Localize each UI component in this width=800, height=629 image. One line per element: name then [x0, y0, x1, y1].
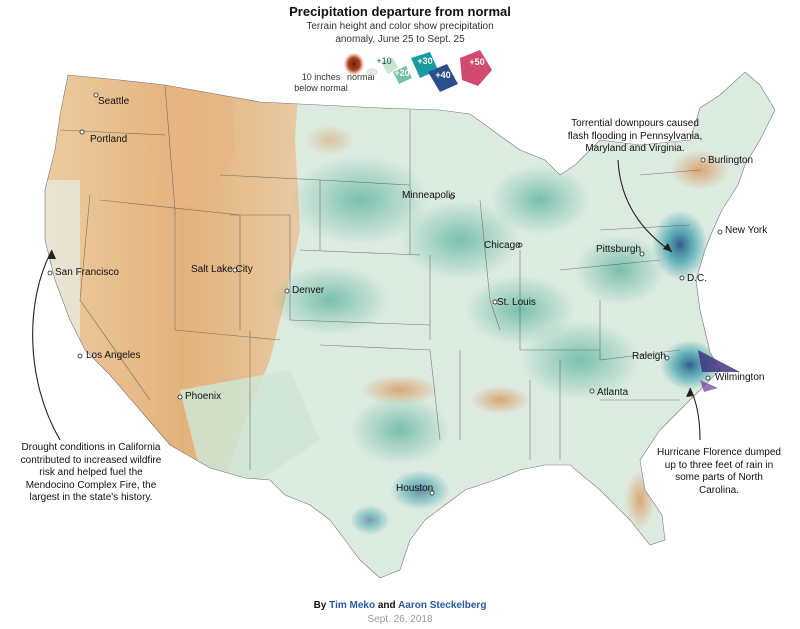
annotation-florence: Hurricane Florence dumped up to three fe…: [657, 447, 781, 496]
legend-step-10: +10: [376, 56, 392, 66]
city-label-pittsburgh: Pittsburgh: [596, 244, 642, 255]
legend-normal-label: normal: [347, 72, 375, 82]
legend-below-label: 10 inches below normal: [294, 72, 348, 93]
byline: By Tim Meko and Aaron Steckelberg: [313, 600, 487, 611]
city-label-atlanta: Atlanta: [597, 387, 629, 398]
northeast-arrowhead: [663, 243, 672, 252]
city-label-seattle: Seattle: [98, 96, 130, 107]
city-label-salt-lake-city: Salt Lake City: [191, 264, 253, 275]
legend-step-30: +30: [417, 56, 433, 66]
city-label-los-angeles: Los Angeles: [86, 350, 141, 361]
legend-swatches: [344, 50, 492, 92]
florence-arrowhead: [686, 388, 694, 397]
california-arrowhead: [48, 250, 56, 259]
city-label-st-louis: St. Louis: [497, 297, 536, 308]
legend-40-swatch: [428, 64, 458, 92]
city-label-minneapolis: Minneapolis: [402, 190, 456, 201]
legend-normal-swatch: [366, 68, 378, 76]
city-label-houston: Houston: [396, 483, 434, 494]
hurricane-florence-spike: [698, 350, 740, 372]
city-dots: [47, 92, 723, 496]
legend-step-50: +50: [469, 57, 485, 67]
legend-dry-swatch: [344, 53, 364, 75]
legend-50-swatch: [460, 50, 492, 86]
city-label-dc: D.C.: [687, 273, 707, 284]
california-arrow: [32, 249, 61, 441]
author-link-tim-meko[interactable]: Tim Meko: [329, 600, 376, 611]
city-label-phoenix: Phoenix: [185, 391, 222, 402]
city-label-raleigh: Raleigh: [632, 351, 666, 362]
city-label-denver: Denver: [292, 285, 325, 296]
city-label-san-francisco: San Francisco: [55, 267, 119, 278]
annotation-northeast: Torrential downpours caused flash floodi…: [567, 118, 703, 154]
city-label-burlington: Burlington: [708, 155, 754, 166]
legend-10-swatch: [381, 58, 398, 74]
map-title: Precipitation departure from normal: [289, 4, 511, 19]
legend-20-swatch: [393, 66, 412, 84]
city-label-wilmington: Wilmington: [715, 372, 765, 383]
northeast-arrow: [617, 159, 673, 253]
publish-date: Sept. 26, 2018: [367, 614, 433, 625]
legend-step-40: +40: [435, 70, 451, 80]
annotation-california: Drought conditions in California contrib…: [20, 442, 162, 503]
city-label-portland: Portland: [90, 134, 128, 145]
author-link-aaron-steckelberg[interactable]: Aaron Steckelberg: [398, 600, 487, 611]
legend-step-20: +20: [394, 68, 410, 78]
city-label-chicago: Chicago: [484, 240, 521, 251]
map-subtitle: Terrain height and color show precipitat…: [306, 21, 494, 45]
city-label-new-york: New York: [725, 225, 768, 236]
